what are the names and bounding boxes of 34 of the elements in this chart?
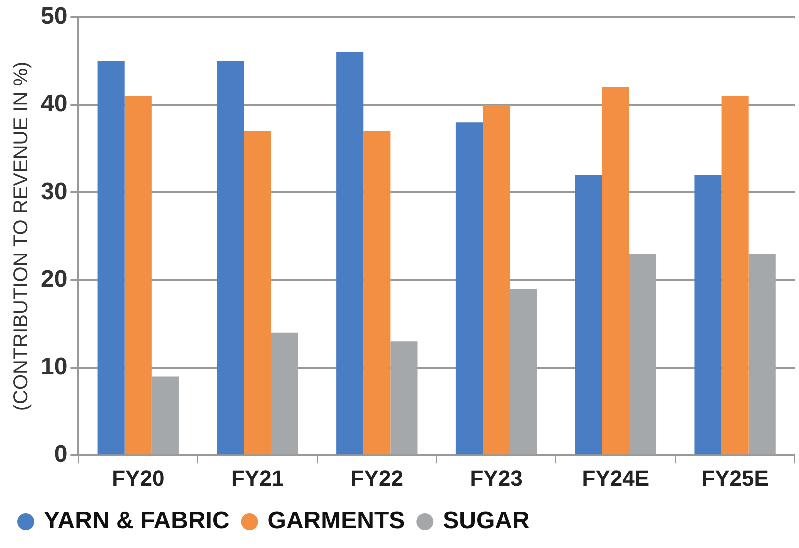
bar: [456, 122, 484, 455]
y-tick-label: 10: [40, 354, 68, 381]
y-tick-label: 50: [40, 3, 68, 30]
x-tick-label: FY23: [470, 466, 523, 491]
legend-label: GARMENTS: [268, 508, 406, 535]
x-tick-label: FY22: [350, 466, 404, 491]
y-tick-label: 20: [40, 266, 68, 293]
x-tick-label: FY21: [231, 466, 284, 491]
y-tick-label: 0: [54, 441, 68, 468]
legend-label: YARN & FABRIC: [44, 508, 230, 535]
bar: [390, 342, 418, 455]
x-tick-label: FY24E: [582, 466, 650, 491]
bar: [722, 96, 749, 455]
bar: [602, 88, 630, 455]
bar: [271, 332, 298, 455]
y-tick-label: 30: [40, 178, 68, 206]
bar: [336, 52, 364, 455]
bar: [152, 376, 179, 455]
legend-label: SUGAR: [443, 508, 530, 535]
bar: [510, 289, 538, 455]
bar: [575, 175, 602, 455]
bar: [244, 131, 272, 455]
bar: [629, 254, 657, 455]
x-tick-label: FY20: [112, 466, 165, 491]
bar: [483, 105, 510, 455]
y-axis-title: (CONTRIBUTION TO REVENUE IN %): [10, 62, 33, 412]
bar: [124, 96, 152, 455]
bar: [217, 61, 244, 455]
bar: [98, 61, 125, 455]
bar: [364, 131, 391, 455]
bar: [694, 175, 722, 455]
y-tick-label: 40: [40, 90, 68, 118]
x-tick-label: FY25E: [702, 466, 769, 491]
bar: [748, 254, 776, 455]
